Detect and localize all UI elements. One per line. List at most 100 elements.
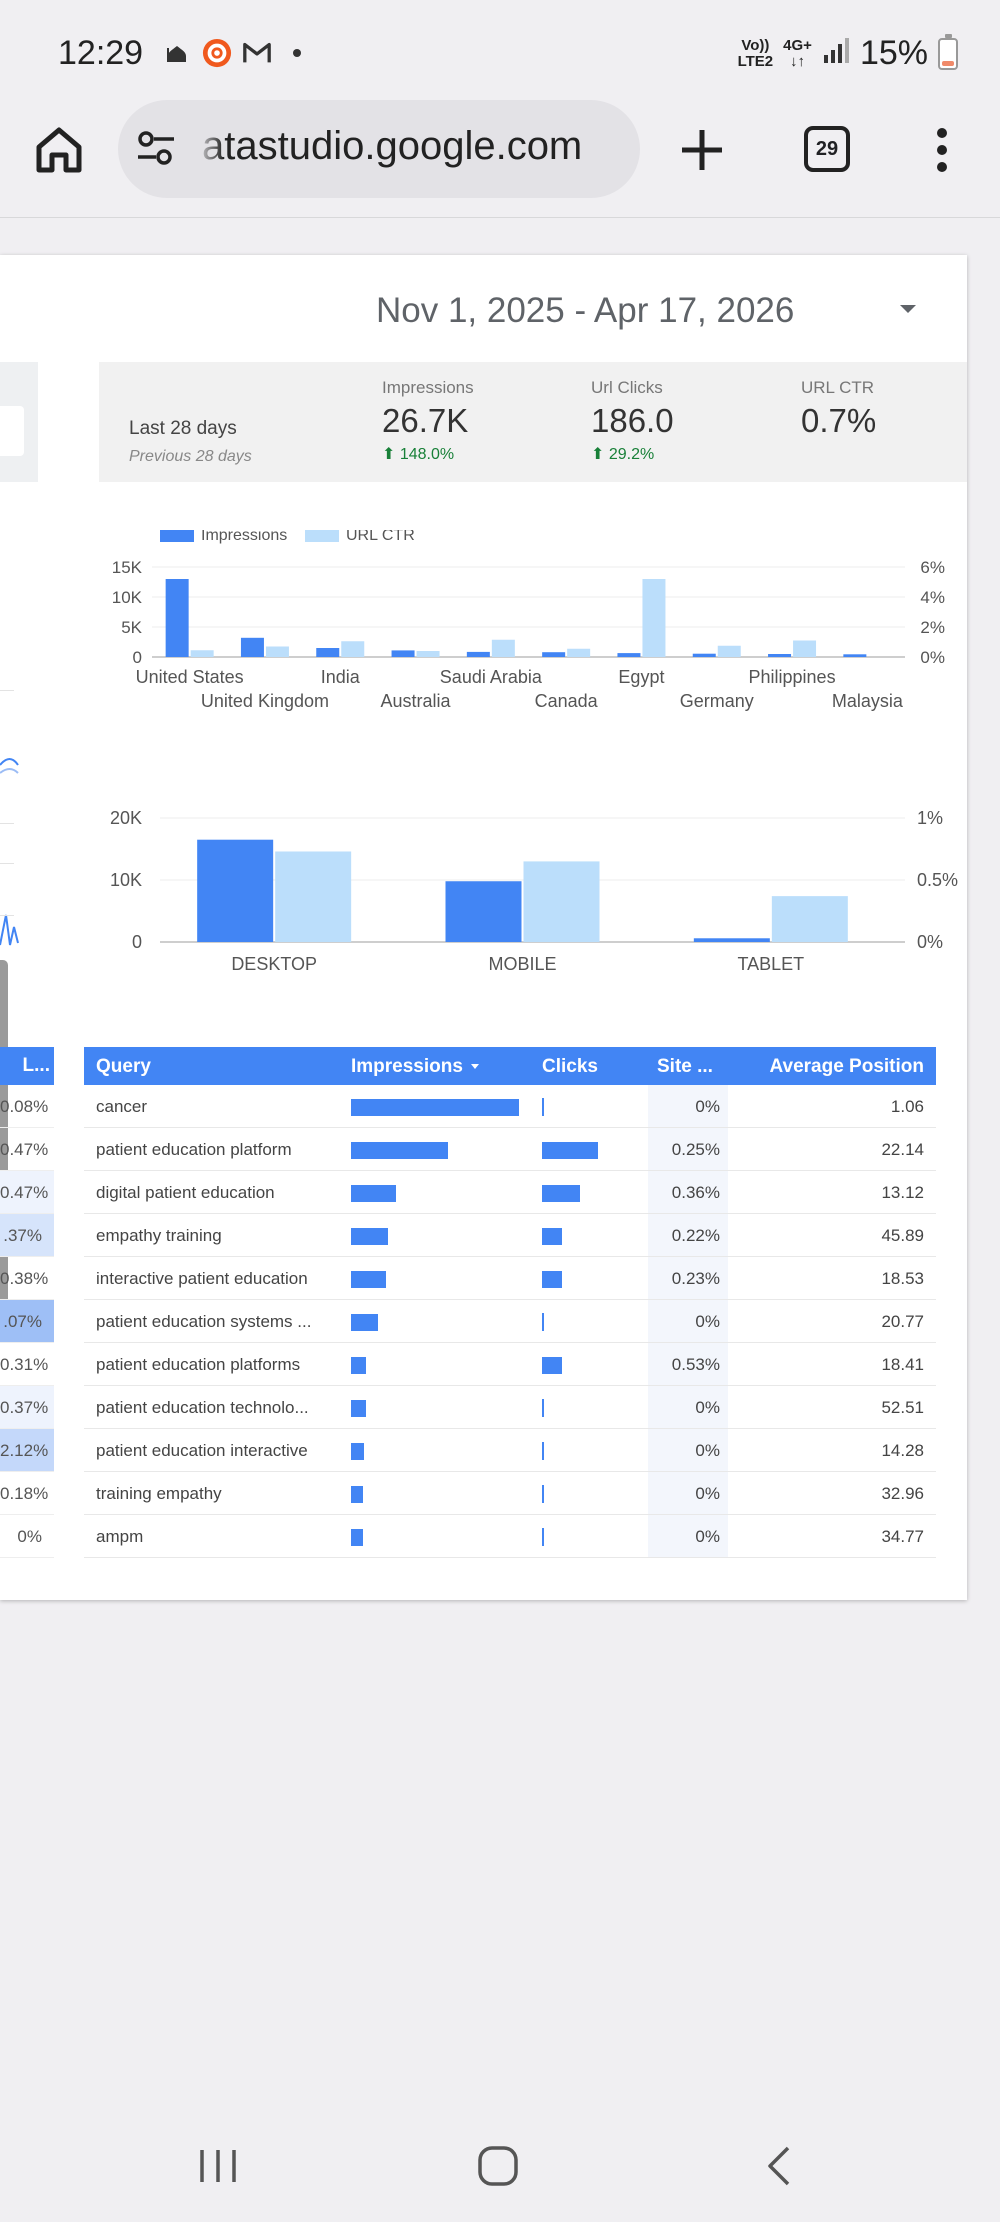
clicks-bar	[542, 1357, 562, 1374]
table-row[interactable]: digital patient education 0.36% 13.12	[84, 1171, 936, 1214]
col-average-position[interactable]: Average Position	[769, 1056, 924, 1077]
bar-ctr[interactable]	[567, 648, 591, 657]
bar-ctr[interactable]	[717, 645, 741, 657]
left-chart-fragment	[0, 758, 19, 946]
col-impressions[interactable]: Impressions	[351, 1056, 479, 1078]
position-cell: 22.14	[881, 1140, 924, 1159]
position-cell: 32.96	[881, 1484, 924, 1503]
table-row[interactable]: patient education systems ... 0% 20.77	[84, 1300, 936, 1343]
left-table-cell: 0.38%	[0, 1257, 54, 1300]
query-cell: cancer	[96, 1097, 148, 1116]
query-cell: empathy training	[96, 1226, 222, 1245]
query-cell: patient education technolo...	[96, 1398, 309, 1417]
bar-impressions[interactable]	[843, 654, 867, 657]
x-tick-label: United States	[136, 667, 244, 687]
tab-switcher-button[interactable]: 29	[804, 126, 850, 172]
position-cell: 20.77	[881, 1312, 924, 1331]
bar-impressions[interactable]	[768, 654, 792, 657]
col-query[interactable]: Query	[96, 1056, 151, 1077]
bar-ctr[interactable]	[265, 646, 289, 658]
table-row[interactable]: patient education platforms 0.53% 18.41	[84, 1343, 936, 1386]
bar-ctr[interactable]	[341, 641, 365, 657]
clicks-bar	[542, 1528, 544, 1546]
bar-impressions[interactable]	[445, 881, 522, 942]
x-tick-label: Australia	[381, 691, 452, 711]
col-clicks[interactable]: Clicks	[542, 1056, 598, 1077]
bar-ctr[interactable]	[190, 650, 214, 657]
bar-impressions[interactable]	[197, 839, 274, 942]
more-menu-button[interactable]	[928, 124, 956, 176]
scrollbar-thumb[interactable]	[0, 960, 8, 1310]
dot-icon	[282, 38, 312, 68]
signal-icon	[822, 37, 850, 70]
site-settings-icon[interactable]	[136, 128, 176, 168]
gridline-fragment	[0, 863, 14, 864]
y2-tick-label: 2%	[920, 618, 945, 637]
gridline-fragment	[0, 690, 14, 691]
bar-impressions[interactable]	[316, 648, 340, 657]
home-button[interactable]	[30, 120, 88, 178]
table-row[interactable]: empathy training 0.22% 45.89	[84, 1214, 936, 1257]
x-tick-label: DESKTOP	[231, 954, 317, 974]
table-row[interactable]: cancer 0% 1.06	[84, 1085, 936, 1128]
left-table-cell: .37%	[0, 1214, 54, 1257]
bar-ctr[interactable]	[416, 651, 440, 657]
bar-impressions[interactable]	[240, 637, 264, 657]
table-row[interactable]: training empathy 0% 32.96	[84, 1472, 936, 1515]
bar-ctr[interactable]	[793, 640, 817, 658]
table-row[interactable]: ampm 0% 34.77	[84, 1515, 936, 1558]
table-row[interactable]: patient education platform 0.25% 22.14	[84, 1128, 936, 1171]
ctr-cell: 0%	[695, 1398, 720, 1417]
bar-impressions[interactable]	[466, 651, 490, 657]
y2-tick-label: 0%	[920, 648, 945, 667]
bar-impressions[interactable]	[692, 653, 716, 657]
menu-dot-icon	[937, 128, 947, 138]
bar-impressions[interactable]	[617, 653, 641, 657]
bar-ctr[interactable]	[491, 639, 515, 657]
metric-value: 0.7%	[801, 402, 877, 439]
bar-ctr[interactable]	[275, 851, 352, 942]
back-nav-button[interactable]	[762, 2144, 794, 2188]
x-tick-label: Egypt	[618, 667, 664, 687]
new-tab-button[interactable]	[676, 124, 728, 176]
url-text[interactable]: atastudio.google.com	[202, 124, 583, 168]
position-cell: 13.12	[881, 1183, 924, 1202]
position-cell: 1.06	[890, 1097, 924, 1116]
table-row[interactable]: patient education technolo... 0% 52.51	[84, 1386, 936, 1429]
col-site-ctr[interactable]: Site ...	[657, 1056, 713, 1077]
home-nav-button[interactable]	[476, 2144, 520, 2188]
clicks-bar	[542, 1098, 544, 1116]
y-tick-label: 20K	[110, 808, 142, 828]
bar-impressions[interactable]	[542, 652, 566, 657]
bar-ctr[interactable]	[523, 861, 600, 942]
legend-swatch-ctr	[305, 530, 339, 542]
bar-ctr[interactable]	[642, 579, 666, 657]
scorecard: Last 28 days Previous 28 days Impression…	[99, 362, 967, 482]
x-tick-label: Germany	[680, 691, 754, 711]
left-table-fragment: L... 0.08% 0.47% 0.47% .37% 0.38% .07% 0.31% 0.…	[0, 1047, 54, 1558]
chevron-down-icon[interactable]	[900, 305, 916, 313]
left-table-cell: 0.18%	[0, 1472, 54, 1515]
bar-impressions[interactable]	[391, 650, 415, 657]
y2-tick-label: 0.5%	[917, 870, 958, 890]
table-row[interactable]: interactive patient education 0.23% 18.53	[84, 1257, 936, 1300]
x-tick-label: India	[321, 667, 361, 687]
position-cell: 34.77	[881, 1527, 924, 1546]
country-bar-chart: Impressions URL CTR 0 0% 5K 2% 10K 4% 15K 6% Unite…	[112, 530, 945, 711]
table-row[interactable]: patient education interactive 0% 14.28	[84, 1429, 936, 1472]
battery-percent: 15%	[859, 34, 928, 72]
x-tick-label: Malaysia	[832, 691, 904, 711]
address-bar[interactable]: atastudio.google.com	[118, 100, 640, 198]
impressions-bar	[351, 1271, 387, 1288]
bar-impressions[interactable]	[693, 938, 770, 942]
x-tick-label: Philippines	[749, 667, 836, 687]
bar-ctr[interactable]	[771, 896, 848, 942]
status-time: 12:29	[58, 34, 144, 72]
report-page: Nov 1, 2025 - Apr 17, 2026 Last 28 days …	[0, 255, 967, 1600]
recent-apps-button[interactable]	[196, 2146, 240, 2186]
date-range-selector[interactable]: Nov 1, 2025 - Apr 17, 2026	[376, 291, 795, 330]
plus-icon	[682, 130, 722, 170]
left-table-header: L...	[0, 1047, 54, 1085]
ctr-cell: 0%	[695, 1312, 720, 1331]
bar-impressions[interactable]	[165, 579, 189, 657]
